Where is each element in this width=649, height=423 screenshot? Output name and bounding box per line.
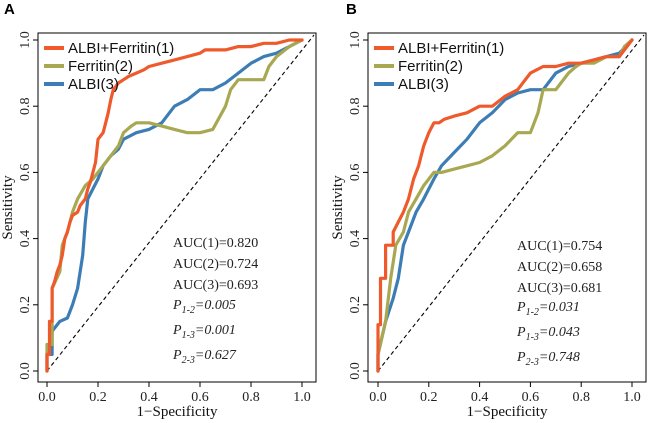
roc-curve-albi-ferritin-1 — [45, 38, 304, 373]
y-tick-label: 0.6 — [18, 164, 33, 182]
auc-label: AUC(3)=0.681 — [517, 281, 602, 296]
panel-a: A 0.0 0.0 0.2 0.2 0.4 0.4 0.6 0.6 0.8 0.8 1.0 1.0 1−S… — [0, 1, 317, 420]
y-tick-label: 1.0 — [348, 31, 363, 49]
auc-label: AUC(2)=0.658 — [517, 260, 602, 275]
legend-label: ALBI(3) — [398, 76, 449, 93]
plot-frame — [37, 32, 317, 383]
legend-label: ALBI+Ferritin(1) — [398, 40, 504, 57]
reference-diagonal — [46, 34, 315, 372]
x-tick-label: 0.8 — [572, 390, 590, 405]
x-tick-label: 1.0 — [623, 390, 641, 405]
legend-label: Ferritin(2) — [398, 58, 463, 75]
y-tick-label: 0.6 — [348, 164, 363, 182]
x-tick-label: 0.2 — [420, 390, 438, 405]
legend-label: Ferritin(2) — [68, 58, 133, 75]
y-axis-title: Sensitivity — [330, 175, 346, 240]
plot-frame — [367, 32, 647, 383]
y-tick-label: 0.8 — [348, 97, 363, 115]
x-tick-label: 0.6 — [191, 390, 209, 405]
p-value-label: P1-3=0.001 — [172, 323, 236, 341]
roc-curve-albi-3 — [45, 38, 304, 373]
x-axis-title: 1−Specificity — [137, 404, 218, 420]
y-tick-label: 0.0 — [348, 362, 363, 380]
panel-b: B 0.0 0.0 0.2 0.2 0.4 0.4 0.6 0.6 0.8 0.8 1.0 1.0 1−S… — [330, 1, 647, 420]
y-tick-label: 0.2 — [348, 296, 363, 314]
y-tick-label: 1.0 — [18, 31, 33, 49]
p-value-label: P2-3=0.748 — [516, 350, 580, 368]
x-tick-label: 0.0 — [38, 390, 56, 405]
y-tick-label: 0.0 — [18, 362, 33, 380]
p-value-label: P2-3=0.627 — [172, 348, 237, 366]
roc-curve-albi-ferritin-1 — [376, 38, 634, 373]
y-axis-title: Sensitivity — [0, 175, 16, 240]
panel-letter: B — [346, 1, 357, 18]
x-tick-label: 0.8 — [242, 390, 260, 405]
p-value-label: P1-3=0.043 — [516, 325, 580, 343]
auc-label: AUC(2)=0.724 — [173, 257, 258, 272]
reference-diagonal — [377, 34, 645, 372]
x-tick-label: 0.0 — [369, 390, 387, 405]
auc-label: AUC(1)=0.754 — [517, 239, 602, 254]
x-axis-title: 1−Specificity — [467, 404, 548, 420]
x-tick-label: 0.2 — [89, 390, 107, 405]
y-tick-label: 0.2 — [18, 296, 33, 314]
y-tick-label: 0.4 — [348, 230, 363, 248]
x-tick-label: 0.6 — [522, 390, 540, 405]
y-tick-label: 0.8 — [18, 97, 33, 115]
legend-label: ALBI(3) — [68, 76, 119, 93]
x-tick-label: 0.4 — [140, 390, 158, 405]
legend-label: ALBI+Ferritin(1) — [68, 40, 174, 57]
auc-label: AUC(1)=0.820 — [173, 236, 258, 251]
panel-letter: A — [4, 1, 15, 18]
auc-label: AUC(3)=0.693 — [173, 278, 258, 293]
p-value-label: P1-2=0.005 — [172, 298, 236, 316]
p-value-label: P1-2=0.031 — [516, 300, 580, 318]
x-tick-label: 1.0 — [293, 390, 311, 405]
y-tick-label: 0.4 — [18, 230, 33, 248]
x-tick-label: 0.4 — [471, 390, 489, 405]
